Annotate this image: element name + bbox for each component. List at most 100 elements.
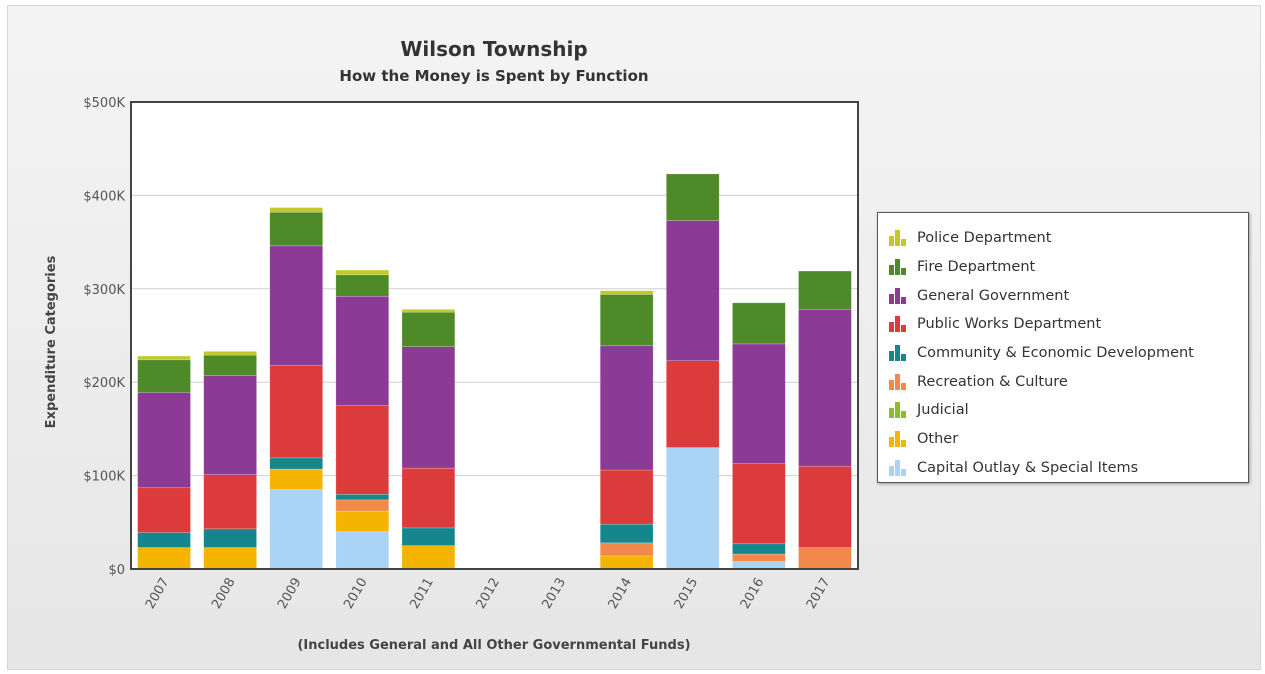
legend-item[interactable]: Recreation & Culture (889, 367, 1248, 396)
bar-segment (137, 392, 191, 489)
x-tick-label: 2008 (209, 576, 239, 612)
x-axis-ticks: 2007 2008 2009 2010 2011 2012 2013 2014 2015 2016… (143, 576, 833, 612)
bar-chart-icon (889, 345, 907, 362)
x-tick-label: 2013 (540, 576, 570, 612)
legend-item[interactable]: Fire Department (889, 253, 1248, 282)
bar-segment (732, 561, 786, 570)
bar-segment (732, 463, 786, 545)
x-tick-label: 2017 (804, 576, 834, 612)
legend-item[interactable]: Police Department (889, 224, 1248, 253)
bar-segment (335, 499, 390, 512)
x-tick-label: 2012 (473, 576, 503, 612)
y-tick-label: $500K (83, 96, 125, 111)
bar-segment (203, 528, 257, 548)
bar-chart-icon (889, 287, 907, 304)
bar-segment (599, 542, 654, 557)
y-tick-label: $0 (108, 563, 125, 578)
x-tick-label: 2010 (341, 576, 371, 612)
bar-segment (599, 555, 654, 570)
legend-item[interactable]: Judicial (889, 396, 1248, 425)
bar-segment (269, 207, 323, 213)
plot-area-border (130, 101, 859, 570)
bar-segment (666, 447, 720, 570)
bar-segment (798, 465, 852, 548)
bar-segment (335, 274, 390, 297)
bar-segment (203, 354, 257, 376)
bar-segment (599, 345, 654, 471)
bar-segment (137, 532, 191, 548)
chart-frame: Wilson Township How the Money is Spent b… (7, 5, 1261, 670)
bar-segment (137, 487, 191, 533)
legend-item[interactable]: Capital Outlay & Special Items (889, 454, 1248, 483)
legend-item[interactable]: General Government (889, 281, 1248, 310)
x-tick-label: 2016 (738, 576, 768, 612)
bar-segment (798, 547, 852, 570)
bar-segment (599, 469, 654, 525)
bar-segment (269, 457, 323, 470)
legend-label: General Government (917, 287, 1070, 304)
bar-segment (798, 309, 852, 467)
bar-segment (203, 375, 257, 475)
bar-segment (137, 355, 191, 361)
bar-segment (599, 294, 654, 347)
bar-chart-icon (889, 316, 907, 333)
bar-segment (137, 547, 191, 570)
bar-segment (732, 543, 786, 555)
chart-title: Wilson Township (400, 37, 587, 61)
bar-chart-icon (889, 373, 907, 390)
bar-segment (203, 474, 257, 530)
bar-segment (666, 173, 720, 221)
bar-segment (335, 295, 390, 406)
y-tick-label: $400K (83, 189, 125, 204)
bar-segment (732, 343, 786, 464)
bar-segment (401, 346, 456, 469)
x-tick-label: 2011 (407, 576, 437, 612)
x-axis-title: (Includes General and All Other Governme… (297, 638, 690, 653)
bar-segment (599, 290, 654, 295)
bar-segment (269, 211, 323, 247)
legend: Police Department Fire Department General … (877, 212, 1249, 483)
bar-segment (401, 527, 456, 546)
x-tick-label: 2009 (275, 576, 305, 612)
bar-segment (732, 302, 786, 345)
bar-segment (401, 311, 456, 348)
bar-segment (401, 545, 456, 570)
legend-label: Police Department (917, 230, 1052, 247)
bar-chart-icon (889, 259, 907, 276)
bar-segment (401, 309, 456, 313)
bar-segment (401, 467, 456, 529)
bar-segment (335, 405, 390, 495)
legend-label: Judicial (917, 402, 969, 419)
x-tick-label: 2007 (143, 576, 173, 612)
bar-chart-icon (889, 431, 907, 448)
bar-segment (666, 220, 720, 362)
bar-segment (335, 269, 390, 276)
bar-segment (732, 553, 786, 562)
y-tick-label: $300K (83, 283, 125, 298)
bar-segment (269, 245, 323, 366)
legend-label: Fire Department (917, 259, 1036, 276)
legend-label: Public Works Department (917, 316, 1102, 333)
bar-segment (269, 365, 323, 459)
legend-label: Other (917, 431, 959, 448)
bar-segment (335, 531, 390, 570)
chart-subtitle: How the Money is Spent by Function (339, 67, 648, 85)
bar-segment (335, 493, 390, 501)
legend-item[interactable]: Public Works Department (889, 310, 1248, 339)
bar-segment (798, 270, 852, 310)
x-tick-label: 2015 (672, 576, 702, 612)
bar-segment (599, 523, 654, 544)
legend-item[interactable]: Other (889, 425, 1248, 454)
bar-segment (335, 510, 390, 532)
y-axis-ticks: $0 $100K $200K $300K $400K $500K (83, 96, 125, 578)
bar-segment (269, 489, 323, 570)
bar-segment (269, 468, 323, 490)
legend-label: Community & Economic Development (917, 345, 1194, 362)
bar-segment (203, 351, 257, 356)
legend-label: Recreation & Culture (917, 373, 1068, 390)
legend-item[interactable]: Community & Economic Development (889, 339, 1248, 368)
bars (137, 173, 852, 570)
x-tick-label: 2014 (606, 576, 636, 612)
y-tick-label: $100K (83, 470, 125, 485)
bar-segment (203, 547, 257, 570)
